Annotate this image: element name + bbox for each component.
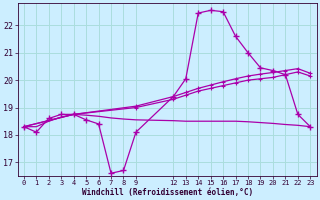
X-axis label: Windchill (Refroidissement éolien,°C): Windchill (Refroidissement éolien,°C): [82, 188, 253, 197]
